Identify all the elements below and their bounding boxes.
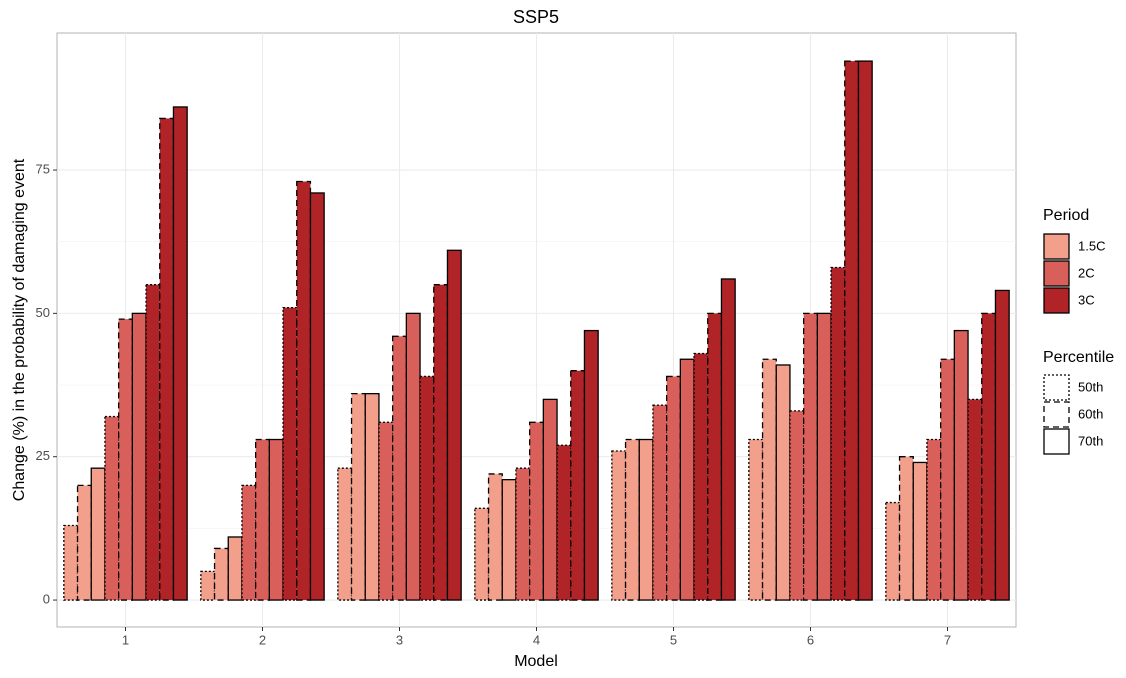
bar [748,438,764,601]
bar [912,461,928,601]
legend-title: Period [1043,207,1089,224]
bar [570,370,586,601]
legend-key [1043,428,1070,455]
y-tick-label: 0 [43,591,50,606]
bar [296,180,312,601]
bar [131,312,147,601]
bar [282,306,298,601]
bar [474,507,490,601]
bars [63,60,1010,601]
x-tick-label: 2 [259,632,266,647]
legend-label: 2C [1078,265,1095,280]
bar [446,249,462,601]
legend: 1.5C 2C 3C 50th 60th 70th [1043,233,1105,455]
bar [542,398,558,601]
x-tick-label: 1 [122,632,129,647]
legend-label: 70th [1078,433,1103,448]
bar [898,456,914,601]
bar [487,473,503,601]
bar [241,484,257,601]
bar [967,398,983,601]
bar [816,312,832,601]
bar [761,358,777,601]
bar [529,421,545,601]
legend-key [1043,233,1070,260]
bar [830,266,846,601]
legend-title: Percentile [1043,349,1114,366]
x-tick-label: 4 [533,632,540,647]
bar [90,467,106,601]
y-axis-label: Change (%) in the probability of damagin… [11,158,28,501]
x-tick-label: 7 [944,632,951,647]
bar [638,438,654,601]
bar [391,335,407,601]
legend-key [1043,260,1070,287]
x-tick-label: 3 [396,632,403,647]
bar [679,358,695,601]
bar [76,484,92,601]
legend-label: 60th [1078,406,1103,421]
legend-key [1043,401,1070,428]
bar [953,329,969,601]
bar [227,536,243,601]
legend-key [1043,374,1070,401]
bar [775,364,791,601]
bar [556,444,572,601]
bar [309,192,325,601]
bar [337,467,353,601]
bar [885,501,901,601]
bar [789,410,805,601]
bar [515,467,531,601]
bar [707,312,723,601]
bar [583,329,599,601]
y-tick-label: 75 [36,161,50,176]
bar [254,438,270,601]
bar [624,438,640,601]
bar [213,547,229,601]
bar [940,358,956,601]
bar [501,478,517,601]
bar [981,312,997,601]
x-axis-label: Model [514,653,558,670]
bar [159,117,175,601]
bar [200,570,216,601]
legend-key [1043,287,1070,314]
bar [720,278,736,601]
bar [857,60,873,601]
bar [268,438,284,601]
y-tick-label: 50 [36,305,50,320]
chart-title: SSP5 [513,7,559,27]
bar [803,312,819,601]
bar [172,106,188,601]
bar [118,318,134,601]
legend-label: 3C [1078,292,1095,307]
bar [405,312,421,601]
bar [611,450,627,601]
x-tick-label: 6 [807,632,814,647]
legend-label: 50th [1078,379,1103,394]
bar [666,375,682,601]
bar [926,438,942,601]
bar [350,392,366,601]
bar [994,289,1010,601]
y-tick-label: 25 [36,448,50,463]
bar [693,352,709,601]
x-tick-label: 5 [670,632,677,647]
bar [378,421,394,601]
bar [63,524,79,601]
bar [419,375,435,601]
bar [364,392,380,601]
bar [652,404,668,601]
bar [145,284,161,601]
bar [104,415,120,601]
legend-label: 1.5C [1078,238,1105,253]
bar [844,60,860,601]
bar [433,284,449,601]
